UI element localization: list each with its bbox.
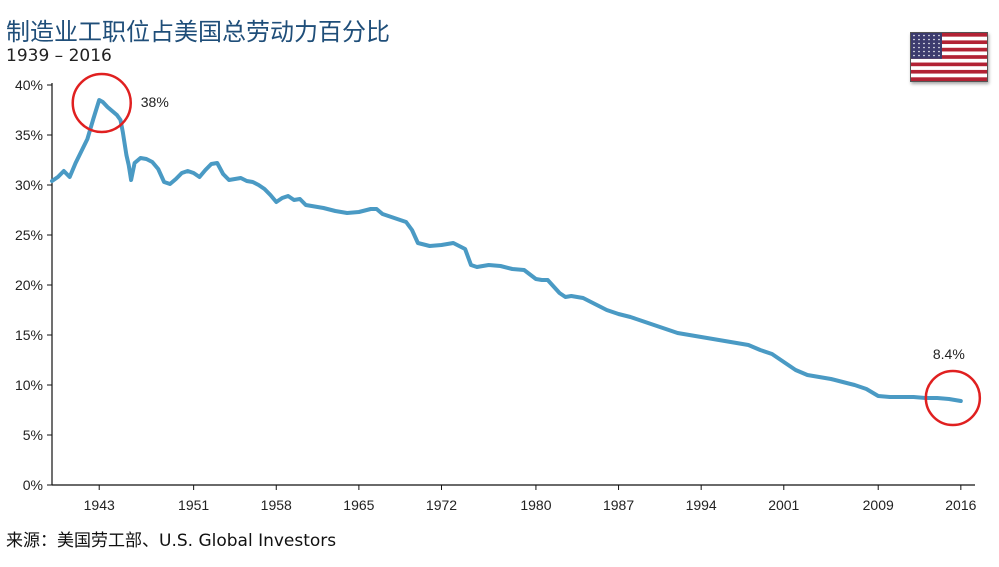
y-tick-label: 30%	[15, 177, 43, 193]
x-tick-label: 1972	[426, 497, 457, 513]
x-tick-label: 1994	[686, 497, 717, 513]
y-tick-label: 25%	[15, 227, 43, 243]
chart-subtitle: 1939 – 2016	[6, 46, 112, 66]
y-tick-label: 5%	[23, 427, 43, 443]
y-tick-label: 10%	[15, 377, 43, 393]
x-tick-label: 1951	[178, 497, 209, 513]
x-tick-label: 1987	[603, 497, 634, 513]
latest-highlight-circle	[924, 369, 982, 427]
us-flag-icon	[910, 32, 988, 82]
y-tick-label: 40%	[15, 77, 43, 93]
source-note: 来源：美国劳工部、U.S. Global Investors	[6, 531, 337, 551]
x-tick-label: 2009	[863, 497, 894, 513]
chart-title: 制造业工职位占美国总劳动力百分比	[6, 18, 390, 46]
series-line	[50, 98, 963, 403]
x-tick-label: 1958	[261, 497, 292, 513]
x-tick-label: 2016	[945, 497, 976, 513]
latest-annotation-label: 8.4%	[933, 346, 965, 362]
y-tick-label: 35%	[15, 127, 43, 143]
x-tick-label: 1980	[520, 497, 551, 513]
x-tick-label: 2001	[768, 497, 799, 513]
y-tick-label: 0%	[23, 477, 43, 493]
y-tick-label: 15%	[15, 327, 43, 343]
y-tick-label: 20%	[15, 277, 43, 293]
line-chart: 0% 5% 10% 15% 20% 25% 30% 35% 40% 1943 1951 1958 196…	[15, 72, 982, 513]
x-tick-label: 1965	[343, 497, 374, 513]
peak-annotation-label: 38%	[141, 94, 169, 110]
peak-highlight-circle	[71, 72, 133, 134]
x-tick-label: 1943	[84, 497, 115, 513]
